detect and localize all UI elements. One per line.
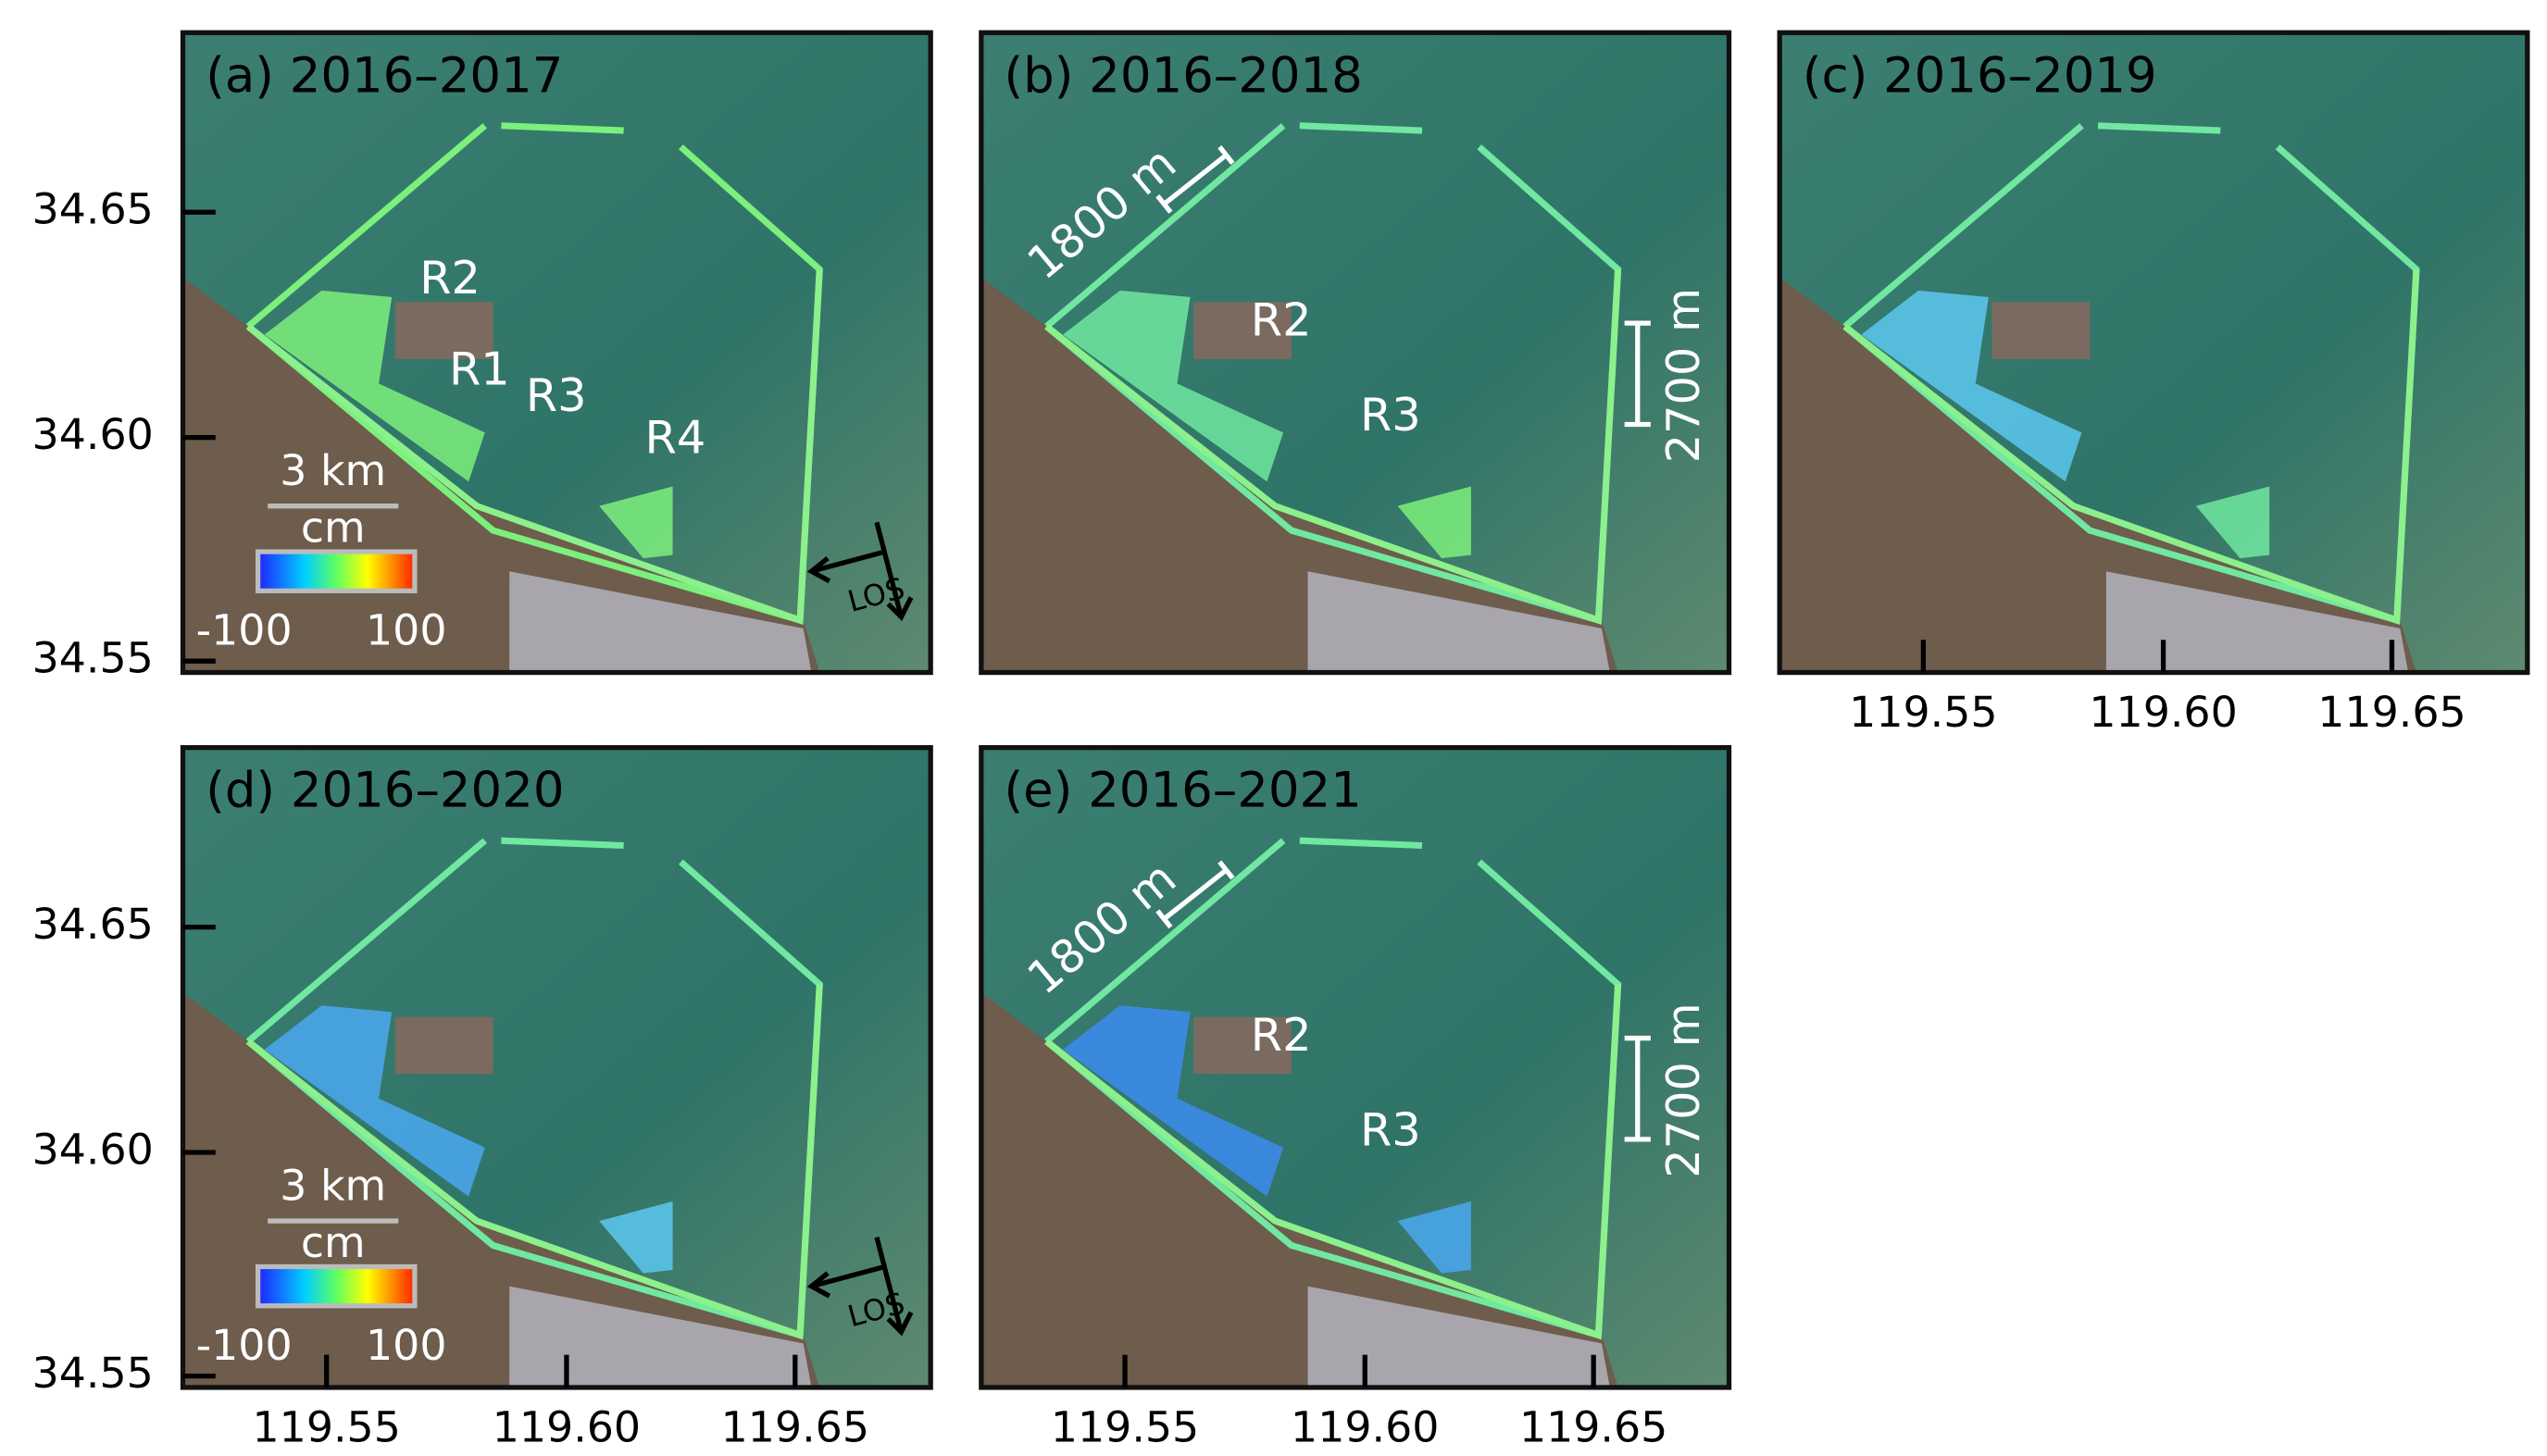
region-fill: [1063, 290, 1284, 482]
x-tick-label: 119.55: [1849, 687, 1997, 737]
region-label: R2: [1251, 1008, 1312, 1062]
scale-bar: [1624, 1035, 1651, 1142]
region-fill: [1397, 1201, 1471, 1274]
region-fill: [599, 1201, 673, 1274]
unit-label: cm: [301, 503, 366, 553]
scale-label: 2700 m: [1656, 288, 1710, 463]
panel-title: (a) 2016–2017: [206, 47, 563, 104]
scale-bar: [1155, 145, 1235, 214]
colorbar-max: 100: [366, 605, 446, 655]
x-tick-label: 119.60: [2089, 687, 2237, 737]
urban: [509, 1286, 812, 1388]
region-fill: [264, 1005, 485, 1197]
x-tick-label: 119.65: [1519, 1401, 1667, 1451]
los-arrow: [806, 521, 914, 622]
x-tick-label: 119.60: [1291, 1401, 1439, 1451]
y-tick-label: 34.65: [32, 184, 154, 234]
urban: [1307, 1286, 1610, 1388]
region-label: R4: [645, 411, 706, 465]
region-label: R1: [449, 342, 510, 396]
scale-bar: [1624, 320, 1651, 428]
colorbar: [255, 1263, 418, 1309]
urban: [1307, 571, 1610, 673]
y-tick-label: 34.60: [32, 409, 154, 459]
x-tick-label: 119.60: [493, 1401, 641, 1451]
reclaim-outline: [1044, 268, 1622, 626]
pier: [394, 302, 493, 359]
panel-frame: [979, 30, 1732, 676]
pier: [394, 1016, 493, 1075]
region-fill: [1397, 486, 1471, 559]
pier: [1991, 302, 2091, 359]
y-tick-label: 34.65: [32, 899, 154, 949]
colorbar-min: -100: [196, 605, 293, 655]
reclaim-outline: [245, 268, 823, 626]
reclaim-outline: [245, 984, 823, 1340]
panel-frame: [180, 745, 933, 1390]
panel-title: (b) 2016–2018: [1005, 47, 1363, 104]
panel-frame: [979, 745, 1732, 1390]
region-fill: [1861, 290, 2082, 482]
region-label: R2: [419, 251, 481, 305]
reclaim-outline: [1842, 268, 2420, 626]
scale-bar: [1155, 860, 1235, 929]
panel-title: (d) 2016–2020: [206, 763, 564, 819]
panel-title: (e) 2016–2021: [1005, 763, 1362, 819]
x-tick-label: 119.65: [2317, 687, 2466, 737]
region-fill: [599, 486, 673, 559]
urban: [509, 571, 812, 673]
y-tick-label: 34.55: [32, 633, 154, 683]
y-tick-label: 34.60: [32, 1124, 154, 1174]
region-fill: [264, 290, 485, 482]
x-tick-label: 119.65: [721, 1401, 869, 1451]
urban: [2105, 571, 2409, 673]
colorbar-max: 100: [366, 1320, 446, 1370]
pier: [1193, 1016, 1292, 1075]
region-label: R3: [1360, 388, 1421, 442]
colorbar-min: -100: [196, 1320, 293, 1370]
km-label: 3 km: [280, 445, 386, 495]
y-tick-label: 34.55: [32, 1348, 154, 1398]
region-label: R2: [1251, 293, 1312, 347]
region-fill: [1063, 1005, 1284, 1197]
panel-title: (c) 2016–2019: [1803, 47, 2157, 104]
reclaim-outline: [1044, 984, 1622, 1340]
map-panel: (c) 2016–2019 119.55 119.60 119.65: [1777, 30, 2530, 737]
unit-label: cm: [301, 1217, 366, 1267]
pier: [1193, 302, 1292, 359]
region-label: R3: [526, 368, 587, 422]
scale-label: 2700 m: [1656, 1002, 1710, 1177]
km-label: 3 km: [280, 1160, 386, 1210]
x-tick-label: 119.55: [1051, 1401, 1199, 1451]
x-tick-label: 119.55: [253, 1401, 401, 1451]
panel-frame: [180, 30, 933, 676]
colorbar: [255, 549, 418, 594]
region-label: R3: [1360, 1102, 1421, 1156]
los-arrow: [806, 1237, 914, 1337]
region-fill: [2195, 486, 2270, 559]
panel-frame: [1777, 30, 2530, 676]
